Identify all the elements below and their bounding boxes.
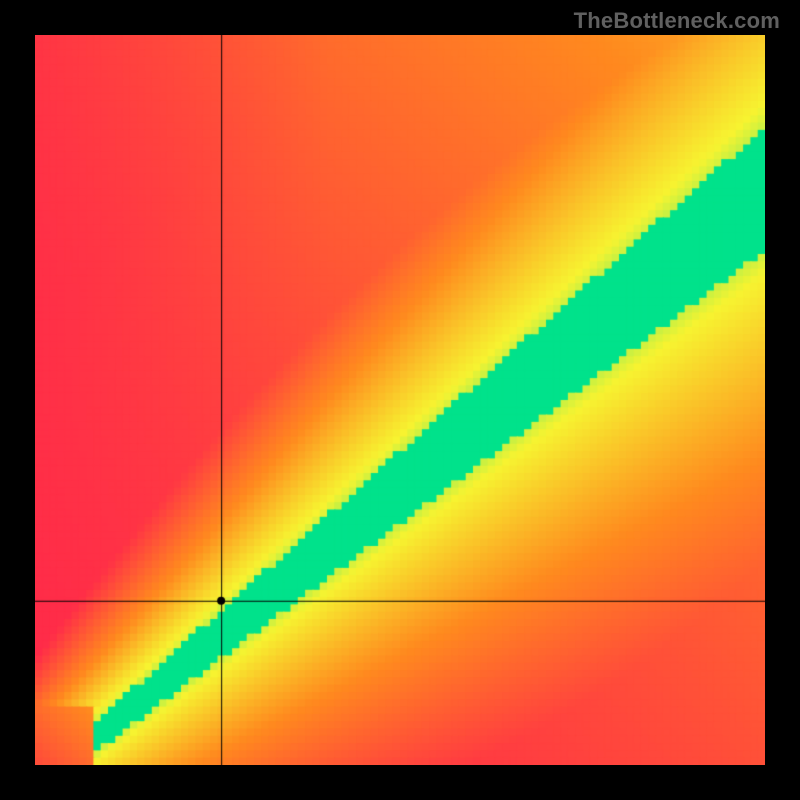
heatmap-canvas [35,35,765,765]
heatmap-plot [35,35,765,765]
watermark-text: TheBottleneck.com [574,8,780,34]
chart-container: TheBottleneck.com [0,0,800,800]
